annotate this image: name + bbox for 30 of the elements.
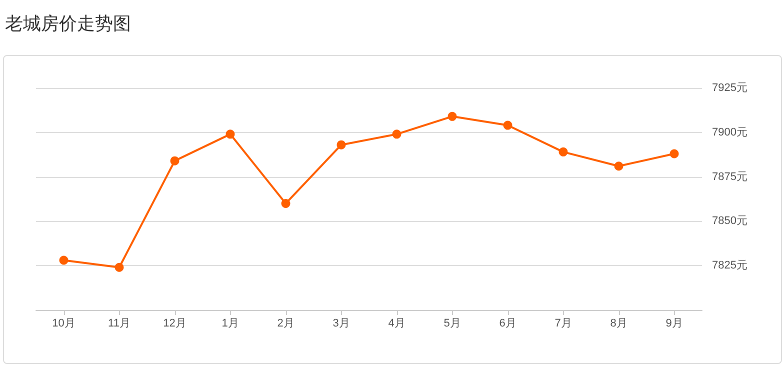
x-tick-label: 2月 (277, 318, 294, 330)
x-tick-label: 6月 (499, 318, 516, 330)
point (558, 147, 568, 156)
point (503, 120, 512, 130)
y-tick-label: 7850元 (712, 215, 748, 228)
x-tick-label: 5月 (444, 318, 461, 330)
x-tick-label: 8月 (610, 318, 628, 330)
x-tick-label: 3月 (332, 318, 350, 330)
x-tick-label: 10月 (52, 318, 76, 330)
x-tick-label: 4月 (388, 318, 406, 330)
point (336, 140, 346, 150)
point (170, 156, 180, 166)
y-tick-label: 7875元 (712, 170, 748, 183)
x-tick-label: 1月 (222, 318, 239, 330)
point (59, 256, 68, 265)
x-tick-label: 7月 (554, 318, 572, 330)
point (392, 130, 402, 139)
point (614, 162, 624, 171)
point (670, 149, 679, 158)
point (281, 198, 290, 208)
y-tick-label: 7925元 (712, 82, 748, 94)
point (114, 262, 124, 272)
x-tick-label: 9月 (666, 318, 683, 330)
x-tick-label: 12月 (163, 318, 186, 330)
y-tick-label: 7900元 (712, 126, 748, 138)
y-tick-label: 7825元 (712, 260, 748, 272)
point (226, 130, 235, 139)
x-tick-label: 11月 (108, 318, 130, 330)
point (448, 112, 457, 121)
chart-title: 老城房价走势图 (5, 14, 131, 34)
